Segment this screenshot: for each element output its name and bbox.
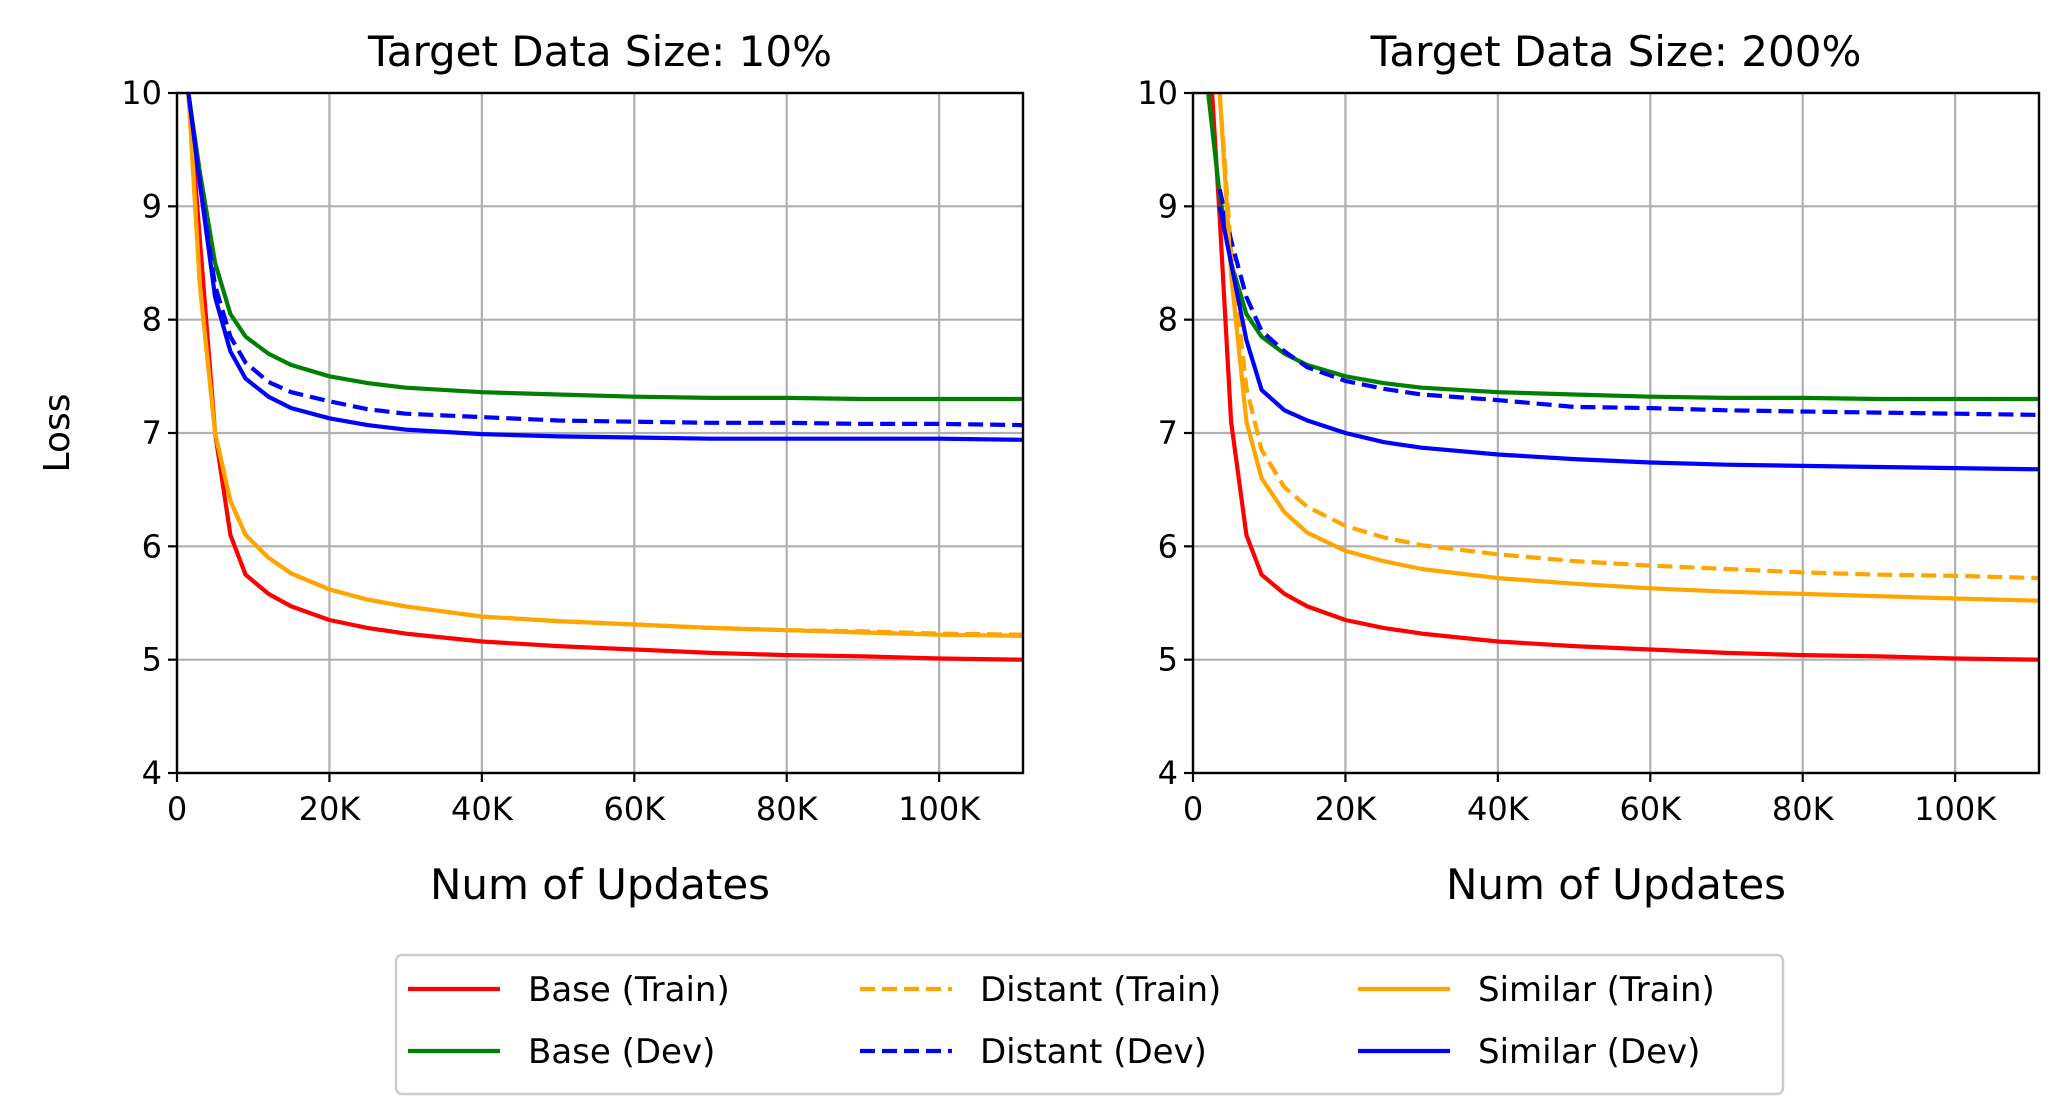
y-tick-label: 7 (1158, 414, 1178, 452)
x-tick-label: 0 (1183, 790, 1203, 828)
chart-title: Target Data Size: 10% (367, 27, 832, 76)
y-axis-label: Loss (37, 394, 78, 473)
legend: Base (Train) Base (Dev) Distant (Train) Dis… (394, 953, 1785, 1096)
series-line-distant-train (1217, 93, 2039, 581)
chart-panel-200-percent: 0 20K 40K 60K 80K 100K 4 5 6 7 8 9 10 Target Data Siz… (1137, 27, 2041, 909)
series-line-similar-train (186, 93, 1023, 638)
x-tick-label: 100K (898, 790, 981, 828)
x-tick-label: 40K (1467, 790, 1530, 828)
series-line-distant-train (186, 93, 1023, 637)
y-tick-label: 7 (142, 414, 162, 452)
series-line-distant-dev (186, 93, 1023, 428)
y-tick-label: 5 (142, 641, 162, 679)
x-tick-label: 80K (756, 790, 819, 828)
series-group (186, 93, 1023, 662)
x-tick-label: 0 (167, 790, 187, 828)
x-axis-label: Num of Updates (1446, 860, 1786, 909)
chart-panel-10-percent: 0 20K 40K 60K 80K 100K 4 5 6 7 8 9 10 Target Data Siz… (37, 27, 1025, 909)
series-line-distant-dev (1217, 188, 2039, 417)
x-tick-label: 20K (299, 790, 362, 828)
y-tick-label: 5 (1158, 641, 1178, 679)
series-line-similar-train (1217, 93, 2039, 603)
series-line-similar-dev (1217, 205, 2039, 472)
y-tick-label: 6 (1158, 527, 1178, 565)
y-tick-label: 9 (142, 187, 162, 225)
legend-label-distant-train: Distant (Train) (980, 970, 1221, 1010)
x-tick-label: 40K (451, 790, 514, 828)
x-axis-label: Num of Updates (430, 860, 770, 909)
series-line-similar-dev (186, 93, 1023, 442)
series-line-base-dev (1206, 93, 2039, 402)
x-tick-label: 100K (1914, 790, 1997, 828)
y-tick-label: 8 (142, 301, 162, 339)
x-tick-label: 80K (1772, 790, 1835, 828)
legend-label-similar-dev: Similar (Dev) (1478, 1032, 1700, 1072)
legend-label-distant-dev: Distant (Dev) (980, 1032, 1207, 1072)
series-line-base-train (186, 93, 1023, 662)
x-tick-label: 60K (1619, 790, 1682, 828)
series-line-base-dev (186, 93, 1023, 402)
legend-label-similar-train: Similar (Train) (1478, 970, 1715, 1010)
y-tick-label: 10 (1137, 74, 1178, 112)
y-tick-label: 6 (142, 527, 162, 565)
y-tick-label: 8 (1158, 301, 1178, 339)
series-line-base-train (1210, 93, 2039, 662)
y-tick-label: 4 (1158, 754, 1178, 792)
y-tick-label: 10 (121, 74, 162, 112)
legend-label-base-dev: Base (Dev) (528, 1032, 715, 1072)
chart-title: Target Data Size: 200% (1370, 27, 1862, 76)
x-tick-label: 60K (603, 790, 666, 828)
legend-label-base-train: Base (Train) (528, 970, 730, 1010)
x-tick-label: 20K (1315, 790, 1378, 828)
y-tick-label: 9 (1158, 187, 1178, 225)
y-tick-label: 4 (142, 754, 162, 792)
series-group (1206, 93, 2039, 662)
